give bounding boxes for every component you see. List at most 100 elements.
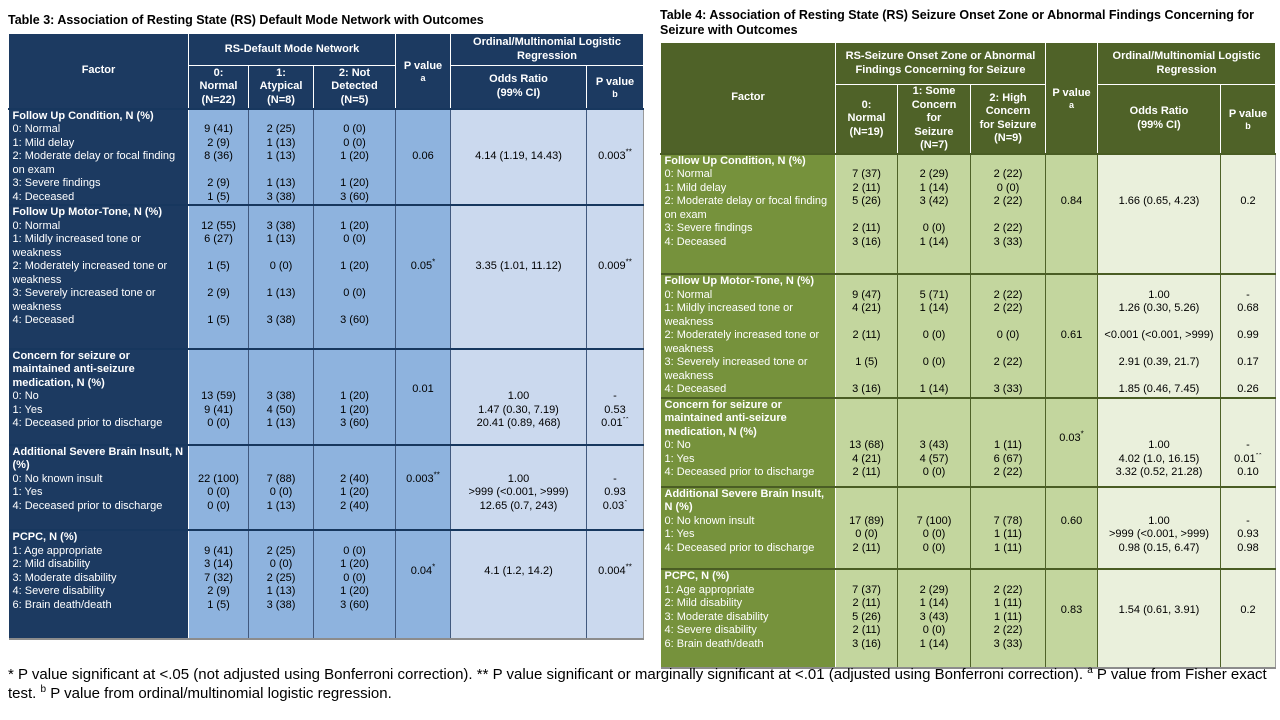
odds-ratio-header: Odds Ratio (99% CI) [1097,84,1221,154]
count-cell: 1 (11) [970,541,1046,555]
regression-header: Ordinal/Multinomial Logistic Regression [450,33,644,66]
factor-level-row: 3: Moderate disability 7 (32) 2 (25) 0 (0) [8,571,644,585]
factor-block-row: Follow Up Motor-Tone, N (%) 0.61 [660,273,1276,398]
regression-p-cell: 0.01** [586,417,644,431]
factor-level-label: 1: Age appropriate [660,583,836,597]
count-cell: 1 (5) [188,260,249,287]
spacer-cell [450,612,587,639]
regression-p-cell [586,443,644,473]
count-cell: 0 (0) [248,260,314,287]
count-cell: 7 (37) [835,168,898,182]
count-cell [313,347,396,390]
fisher-p-cell: 0.05* [395,204,451,328]
count-cell: 1 (13) [248,150,314,177]
fisher-p-cell: 0.06 [395,107,451,205]
count-cell: 2 (22) [970,466,1046,480]
fisher-p-cell: 0.60 [1045,485,1098,555]
spacer-cell [835,651,898,668]
factor-level-row: 3: Severely increased tone or weakness 2 … [8,287,644,314]
spacer-cell [8,612,189,639]
factor-level-row: 2: Mild disability 3 (14) 0 (0) 1 (20) [8,558,644,572]
significance-marker: * [1080,429,1084,439]
factor-level-row: 1: Yes 9 (41) 4 (50) 1 (20) 1.47 (0.30, 7.19… [8,403,644,417]
significance-marker: * [432,257,436,267]
count-cell: 1 (13) [248,417,314,431]
factor-level-row: 1: Yes 0 (0) 0 (0) 1 (11) >999 (<0.001, >999… [660,528,1276,542]
spacer-cell [586,513,644,530]
factor-level-row: 0: Normal 7 (37) 2 (29) 2 (22) [660,168,1276,182]
table4-container: Factor RS-Seizure Onset Zone or Abnormal … [660,42,1276,669]
odds-ratio-cell: 12.65 (0.7, 243) [450,499,587,513]
factor-level-row: 4: Deceased 1 (5) 3 (38) 3 (60) [8,190,644,205]
spacer-cell [450,513,587,530]
table3: Factor RS-Default Mode Network P value a Ord… [8,33,644,640]
count-cell: 3 (38) [248,598,314,612]
count-cell: 9 (47) [835,288,898,302]
count-cell [313,107,396,123]
count-cell: 2 (11) [835,466,898,480]
group-level-header-1: 1: Atypical (N=8) [248,65,314,109]
count-cell [897,568,971,584]
factor-block-row: PCPC, N (%) 0.04* 4.1 (1.2, 14.2) 0.004** [8,529,644,612]
factor-level-label: 4: Deceased prior to discharge [660,541,836,555]
count-cell: 0 (0) [188,486,249,500]
factor-level-label: 4: Severe disability [8,585,189,599]
count-cell: 1 (5) [188,314,249,328]
footnote-superscript: a [1087,665,1093,676]
fisher-p-cell: 0.61 [1045,273,1098,398]
spacer-cell [313,430,396,445]
factor-group-label: Additional Severe Brain Insult, N (%) [8,443,189,473]
spacer-cell [1220,479,1276,487]
fisher-p-cell: 0.04* [395,529,451,612]
factor-level-row: 4: Deceased prior to discharge 0 (0) 1 (13… [8,499,644,513]
count-cell: 1 (13) [248,136,314,150]
factor-level-row: 1: Yes 4 (21) 4 (57) 6 (67) 4.02 (1.0, 16.15… [660,452,1276,466]
spacer-cell [8,430,189,445]
count-cell: 0 (0) [313,571,396,585]
spacer-cell [8,513,189,530]
factor-level-label: 3: Moderate disability [660,610,836,624]
count-cell: 0 (0) [313,544,396,558]
odds-ratio-cell: 4.02 (1.0, 16.15) [1097,452,1221,466]
factor-level-label: 4: Deceased prior to discharge [660,466,836,480]
count-cell: 0 (0) [897,356,971,383]
factor-level-label: 0: No [8,390,189,404]
regression-p-cell [1220,273,1276,289]
group-header: RS-Default Mode Network [188,33,396,66]
significance-marker: * [624,499,628,506]
count-cell [188,529,249,545]
odds-ratio-cell: <0.001 (<0.001, >999) [1097,329,1221,356]
factor-level-row: 1: Yes 0 (0) 0 (0) 1 (20) >999 (<0.001, >999… [8,486,644,500]
significance-marker: ** [622,417,629,424]
fisher-p-cell: 0.83 [1045,568,1098,651]
count-cell: 0 (0) [248,558,314,572]
odds-ratio-cell: 1.00 [450,390,587,404]
block-spacer-row [660,651,1276,668]
count-cell [835,485,898,515]
count-cell: 1 (14) [897,383,971,398]
spacer-cell [970,651,1046,668]
count-cell [897,152,971,168]
odds-ratio-cell: >999 (<0.001, >999) [1097,528,1221,542]
count-cell [897,273,971,289]
factor-group-label: Follow Up Motor-Tone, N (%) [8,204,189,220]
count-cell: 9 (41) [188,403,249,417]
count-cell [970,273,1046,289]
count-cell: 2 (29) [897,168,971,182]
count-cell [248,443,314,473]
count-cell: 2 (9) [188,585,249,599]
factor-level-label: 4: Deceased [660,235,836,249]
spacer-cell [1097,249,1221,274]
group-level-header-0: 0: Normal (N=22) [188,65,249,109]
factor-level-label: 1: Mildly increased tone or weakness [660,302,836,329]
count-cell: 1 (20) [313,486,396,500]
block-spacer-row [8,612,644,639]
count-cell: 1 (5) [188,190,249,205]
count-cell: 3 (33) [970,235,1046,249]
odds-ratio-cell: 1.00 [1097,439,1221,453]
group-level-header-2: 2: High Concern for Seizure (N=9) [970,84,1046,154]
count-cell: 6 (67) [970,452,1046,466]
count-cell: 1 (14) [897,302,971,329]
spacer-cell [395,513,451,530]
count-cell: 3 (16) [835,235,898,249]
